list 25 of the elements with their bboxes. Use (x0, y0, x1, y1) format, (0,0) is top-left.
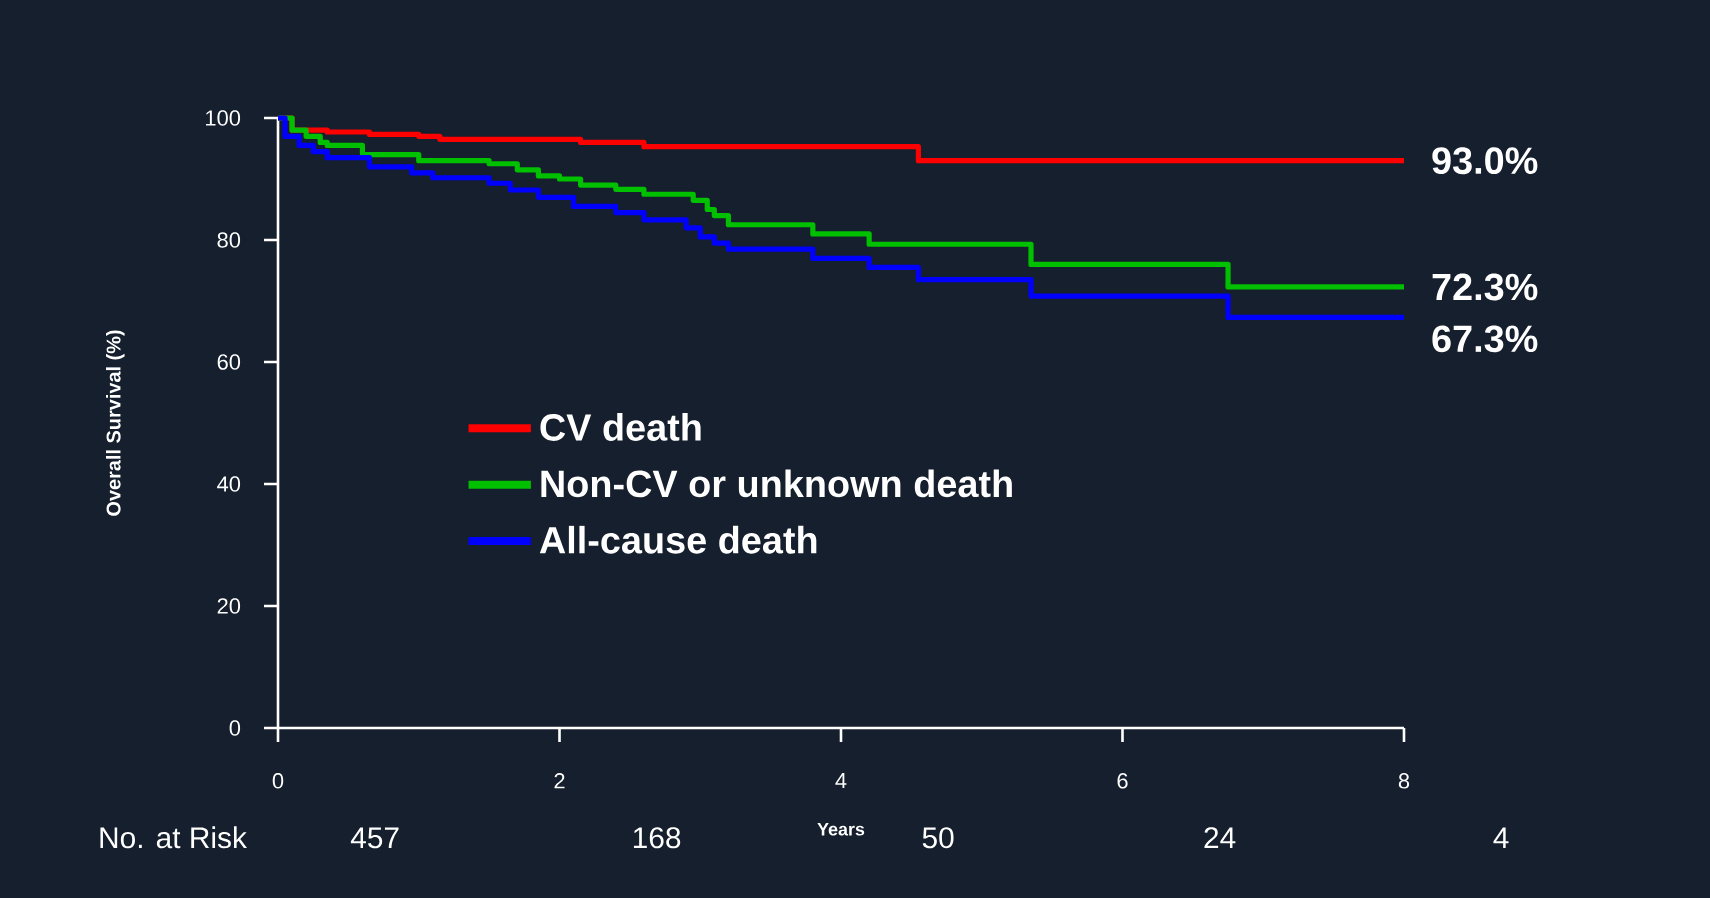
x-tick-label: 6 (1117, 773, 1128, 789)
legend-label: All-cause death (539, 525, 817, 554)
text: 72.3% (1432, 273, 1538, 301)
y-axis-title: Overall Survival (%) (106, 330, 125, 516)
y-tick-label: 60 (217, 354, 241, 370)
legend-label: Non-CV or unknown death (541, 469, 1012, 498)
text: 168 (633, 827, 681, 849)
x-axis-title: Years (817, 823, 865, 836)
x-tick-label: 4 (835, 773, 847, 789)
text: No. at Risk (100, 826, 247, 849)
x-tick-label: 2 (554, 773, 565, 789)
text: 4 (1493, 827, 1509, 848)
y-tick-label: 0 (229, 720, 241, 736)
text: 93.0% (1432, 147, 1538, 175)
text: 50 (922, 827, 954, 849)
y-tick-label: 40 (217, 476, 241, 492)
text: 457 (350, 827, 399, 849)
x-tick-label: 0 (272, 773, 284, 789)
y-tick-label: 100 (206, 110, 241, 126)
legend-label: CV death (540, 413, 701, 441)
text: 67.3% (1432, 325, 1538, 353)
y-tick-label: 20 (217, 598, 241, 614)
x-tick-label: 8 (1398, 773, 1410, 789)
y-tick-label: 80 (217, 232, 241, 248)
text: 24 (1204, 827, 1236, 848)
